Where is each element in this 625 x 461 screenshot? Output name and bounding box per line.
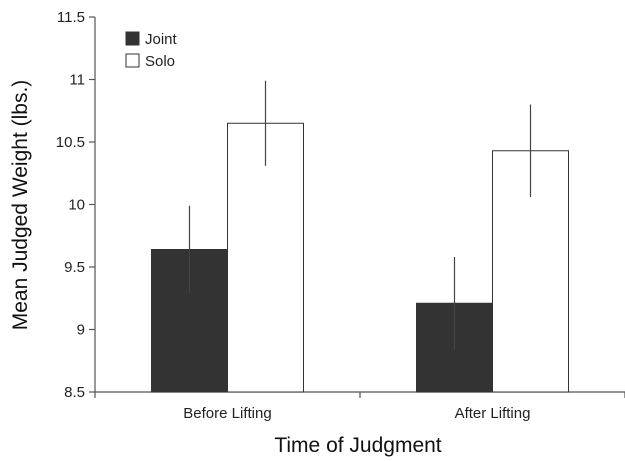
y-tick-label: 8.5 xyxy=(64,384,85,401)
y-tick-label: 9.5 xyxy=(64,259,85,276)
legend-swatch-joint xyxy=(125,31,140,46)
x-tick-label: Before Lifting xyxy=(183,405,271,422)
legend: Joint Solo xyxy=(125,31,178,70)
y-axis-title: Mean Judged Weight (lbs.) xyxy=(9,80,32,331)
bars xyxy=(151,122,569,393)
bar-solo-before-lifting xyxy=(227,122,304,393)
y-tick-label: 10.5 xyxy=(56,134,85,151)
legend-label-solo: Solo xyxy=(145,53,175,70)
x-axis: Before Lifting After Lifting xyxy=(94,391,625,422)
x-axis-title: Time of Judgment xyxy=(274,434,441,457)
y-axis: 8.5 9 9.5 10 10.5 11 11.5 xyxy=(56,9,96,401)
y-tick-label: 11.5 xyxy=(57,9,85,26)
y-tick-label: 11 xyxy=(69,72,85,89)
legend-swatch-solo xyxy=(125,53,140,68)
x-tick-label: After Lifting xyxy=(455,405,531,422)
y-tick-label: 9 xyxy=(77,322,85,339)
legend-label-joint: Joint xyxy=(145,31,178,48)
y-tick-label: 10 xyxy=(68,197,85,214)
error-bars xyxy=(188,80,532,350)
